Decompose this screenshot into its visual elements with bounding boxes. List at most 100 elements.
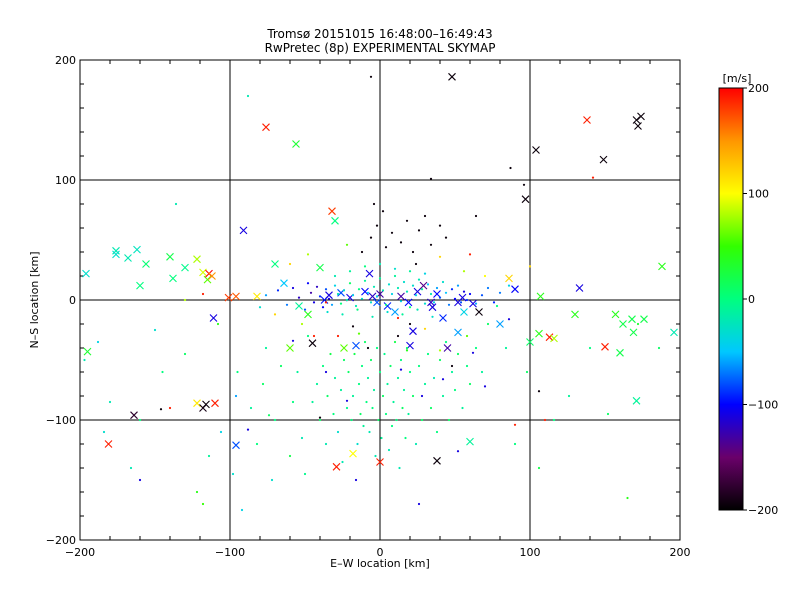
data-point-x <box>208 272 216 280</box>
data-point-dot <box>438 296 442 299</box>
data-point-dot <box>423 272 427 275</box>
data-point-dot <box>399 241 403 244</box>
data-point-dot <box>401 313 404 316</box>
data-point-dot <box>395 418 398 422</box>
data-point-x <box>601 342 609 351</box>
data-point-dot <box>375 295 379 298</box>
data-point-dot <box>438 358 442 362</box>
data-point-dot <box>377 418 380 422</box>
data-point-dot <box>417 229 421 232</box>
data-point-dot <box>495 304 499 308</box>
data-point-x <box>209 314 218 322</box>
data-point-dot <box>444 340 448 344</box>
data-point-dot <box>384 246 388 249</box>
data-point-dot <box>450 370 454 374</box>
data-point-dot <box>300 322 304 326</box>
data-point-dot <box>258 306 262 309</box>
data-point-x <box>658 262 666 271</box>
data-point-dot <box>333 376 337 380</box>
data-point-dot <box>161 370 164 374</box>
data-point-x <box>199 268 207 277</box>
data-point-dot <box>353 352 356 356</box>
data-point-dot <box>435 286 439 290</box>
data-point-x <box>166 252 174 261</box>
data-point-x <box>413 287 422 296</box>
data-point-dot <box>462 270 466 273</box>
data-point-dot <box>345 243 349 246</box>
colorbar-tick-label: −200 <box>748 504 778 517</box>
data-point-dot <box>219 430 223 434</box>
data-point-dot <box>404 436 407 440</box>
data-point-x <box>575 284 584 292</box>
data-point-x <box>634 122 642 130</box>
y-tick-label: −200 <box>46 534 76 547</box>
data-point-dot <box>402 280 406 284</box>
data-point-x <box>361 287 369 296</box>
data-point-x <box>454 328 462 337</box>
colorbar-tick-label: −100 <box>748 399 778 412</box>
data-point-dot <box>201 292 205 296</box>
data-point-dot <box>138 418 142 422</box>
data-point-dot <box>303 308 307 311</box>
data-point-dot <box>306 253 310 256</box>
data-point-x <box>505 274 513 283</box>
data-point-dot <box>408 306 412 309</box>
data-point-dot <box>453 388 457 392</box>
data-point-dot <box>408 370 412 374</box>
data-point-dot <box>414 262 418 266</box>
data-point-x <box>169 274 177 283</box>
data-point-dot <box>411 394 415 398</box>
data-point-dot <box>207 454 211 458</box>
data-point-dot <box>420 394 424 398</box>
data-point-dot <box>324 370 328 374</box>
x-tick-label: −200 <box>65 546 95 559</box>
data-point-dot <box>468 253 472 256</box>
data-point-dot <box>528 265 532 268</box>
data-point-dot <box>480 294 484 297</box>
data-point-dot <box>270 478 274 482</box>
data-point-dot <box>174 202 178 206</box>
chart-title: Tromsø 20151015 16:48:00–16:49:43 <box>266 27 492 41</box>
data-point-dot <box>351 325 355 328</box>
data-point-dot <box>267 414 271 417</box>
data-point-dot <box>318 295 322 298</box>
data-point-dot <box>342 289 346 292</box>
data-point-dot <box>291 286 295 290</box>
data-point-x <box>365 269 374 278</box>
data-point-dot <box>441 378 445 381</box>
data-point-dot <box>486 286 490 290</box>
data-point-dot <box>513 423 517 426</box>
data-point-dot <box>324 288 328 291</box>
data-point-dot <box>129 466 133 470</box>
data-point-x <box>295 302 303 310</box>
data-point-dot <box>356 308 359 311</box>
data-point-x <box>433 290 441 298</box>
data-point-dot <box>657 346 661 350</box>
data-point-dot <box>363 340 367 344</box>
data-point-dot <box>381 289 385 292</box>
data-point-dot <box>83 358 86 362</box>
data-point-dot <box>351 394 355 398</box>
data-point-dot <box>492 301 496 304</box>
data-point-dot <box>408 270 412 273</box>
data-point-dot <box>408 322 412 326</box>
data-point-dot <box>369 75 373 78</box>
data-point-dot <box>465 298 469 302</box>
data-point-x <box>443 344 452 352</box>
data-point-x <box>202 400 210 409</box>
data-point-x <box>112 246 120 255</box>
data-point-dot <box>456 450 460 453</box>
data-point-dot <box>336 334 340 338</box>
data-point-dot <box>350 418 353 422</box>
data-point-x <box>203 275 212 284</box>
data-point-dot <box>300 436 304 440</box>
data-point-dot <box>390 231 394 234</box>
data-point-x <box>373 298 381 307</box>
data-point-x <box>409 327 417 336</box>
data-point-dot <box>393 274 397 278</box>
data-point-dot <box>375 224 379 227</box>
x-tick-label: 100 <box>520 546 541 559</box>
data-point-dot <box>384 303 388 306</box>
data-point-x <box>397 292 405 301</box>
